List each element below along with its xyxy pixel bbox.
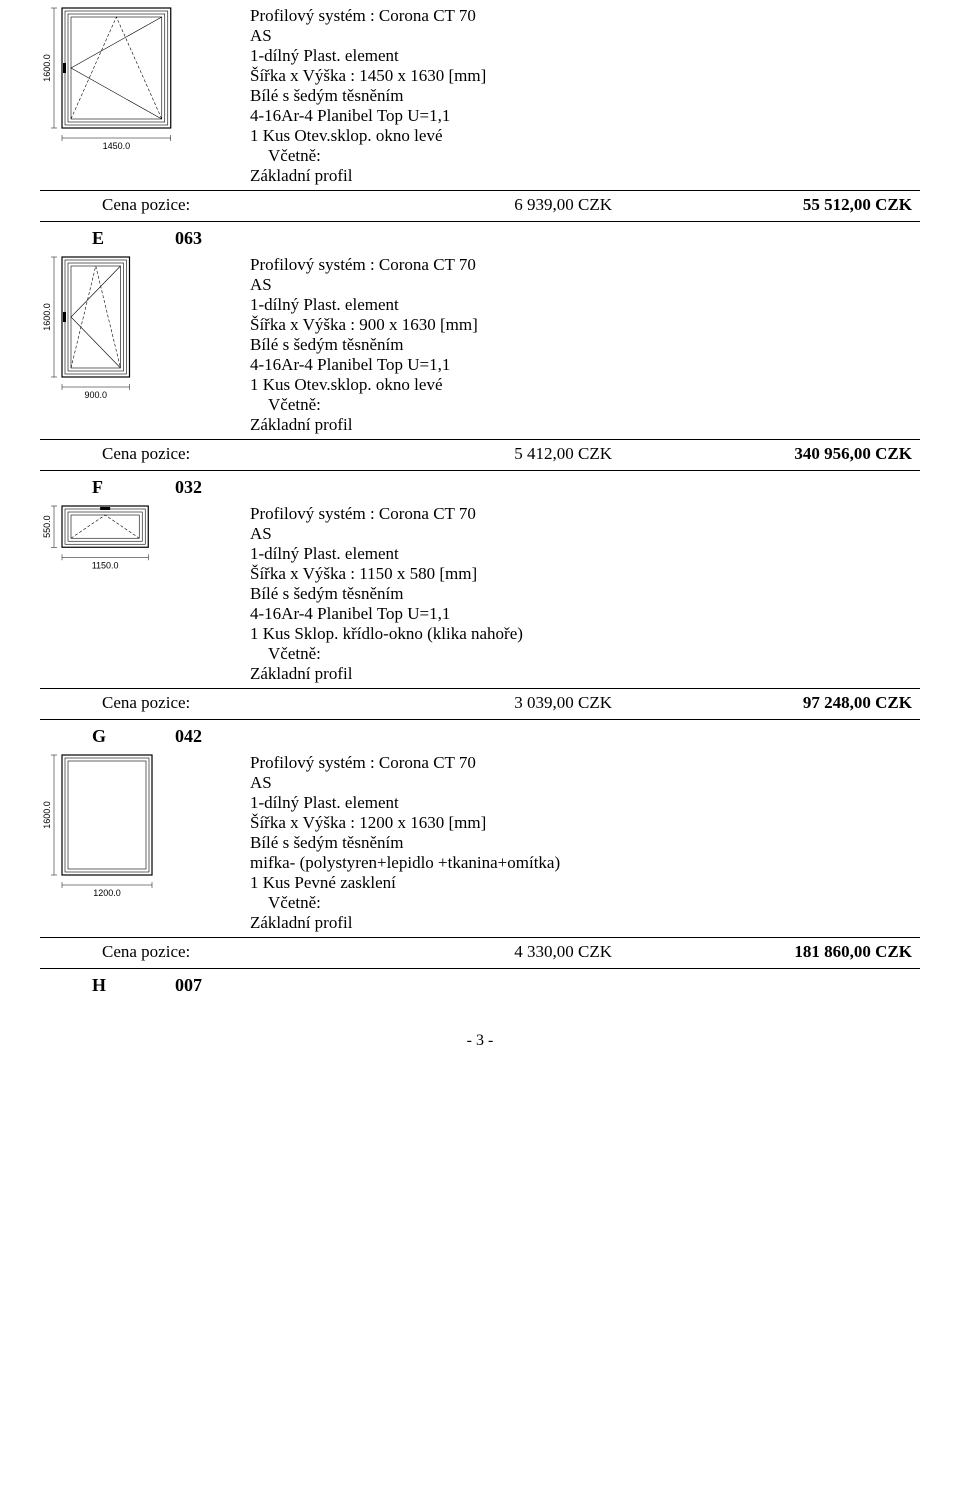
spec-block: 550.0 1150.0 Profilový systém : Corona CT…: [40, 504, 920, 684]
price-row: Cena pozice: 5 412,00 CZK 340 956,00 CZK: [102, 442, 920, 466]
spec-text: Profilový systém : Corona CT 70 AS 1-díl…: [250, 753, 920, 933]
position-qty: 007: [162, 975, 202, 996]
price-label: Cena pozice:: [102, 693, 442, 713]
position-qty: 063: [162, 228, 202, 249]
price-row: Cena pozice: 3 039,00 CZK 97 248,00 CZK: [102, 691, 920, 715]
position-qty: 032: [162, 477, 202, 498]
unit-price: 3 039,00 CZK: [442, 693, 612, 713]
total-price: 340 956,00 CZK: [612, 444, 920, 464]
price-row: Cena pozice: 6 939,00 CZK 55 512,00 CZK: [102, 193, 920, 217]
position-code: F: [92, 477, 132, 498]
position-header: H 007: [92, 975, 920, 996]
divider: [40, 937, 920, 938]
page-number: - 3 -: [40, 1032, 920, 1050]
unit-price: 4 330,00 CZK: [442, 942, 612, 962]
total-price: 97 248,00 CZK: [612, 693, 920, 713]
spec-block: 1600.0 1200.0 Profilový systém : Corona C…: [40, 753, 920, 933]
price-label: Cena pozice:: [102, 195, 442, 215]
svg-text:1150.0: 1150.0: [92, 560, 119, 569]
window-diagram: 1600.0 1200.0: [40, 753, 210, 897]
position-qty: 042: [162, 726, 202, 747]
window-diagram: 1600.0 900.0: [40, 255, 210, 399]
total-price: 55 512,00 CZK: [612, 195, 920, 215]
svg-text:1600.0: 1600.0: [42, 54, 52, 82]
divider: [40, 470, 920, 471]
spec-text: Profilový systém : Corona CT 70 AS 1-díl…: [250, 255, 920, 435]
position-header: F 032: [92, 477, 920, 498]
divider: [40, 190, 920, 191]
position-header: E 063: [92, 228, 920, 249]
divider: [40, 719, 920, 720]
spec-block: 1600.0 900.0 Profilový systém : Corona CT…: [40, 255, 920, 435]
unit-price: 6 939,00 CZK: [442, 195, 612, 215]
divider: [40, 968, 920, 969]
svg-text:1200.0: 1200.0: [93, 888, 121, 897]
svg-text:1600.0: 1600.0: [42, 801, 52, 829]
position-code: E: [92, 228, 132, 249]
unit-price: 5 412,00 CZK: [442, 444, 612, 464]
position-header: G 042: [92, 726, 920, 747]
window-diagram: 550.0 1150.0: [40, 504, 210, 569]
divider: [40, 688, 920, 689]
divider: [40, 221, 920, 222]
position-code: G: [92, 726, 132, 747]
svg-text:550.0: 550.0: [42, 515, 52, 538]
window-diagram: 1600.0 1450.0: [40, 6, 210, 150]
spec-text: Profilový systém : Corona CT 70 AS 1-díl…: [250, 504, 920, 684]
svg-text:900.0: 900.0: [84, 390, 107, 399]
spec-text: Profilový systém : Corona CT 70 AS 1-díl…: [250, 6, 920, 186]
spec-block: 1600.0 1450.0 Profilový systém : Corona C…: [40, 6, 920, 186]
position-code: H: [92, 975, 132, 996]
svg-text:1450.0: 1450.0: [103, 141, 131, 150]
svg-text:1600.0: 1600.0: [42, 303, 52, 331]
price-label: Cena pozice:: [102, 942, 442, 962]
price-label: Cena pozice:: [102, 444, 442, 464]
divider: [40, 439, 920, 440]
price-row: Cena pozice: 4 330,00 CZK 181 860,00 CZK: [102, 940, 920, 964]
total-price: 181 860,00 CZK: [612, 942, 920, 962]
